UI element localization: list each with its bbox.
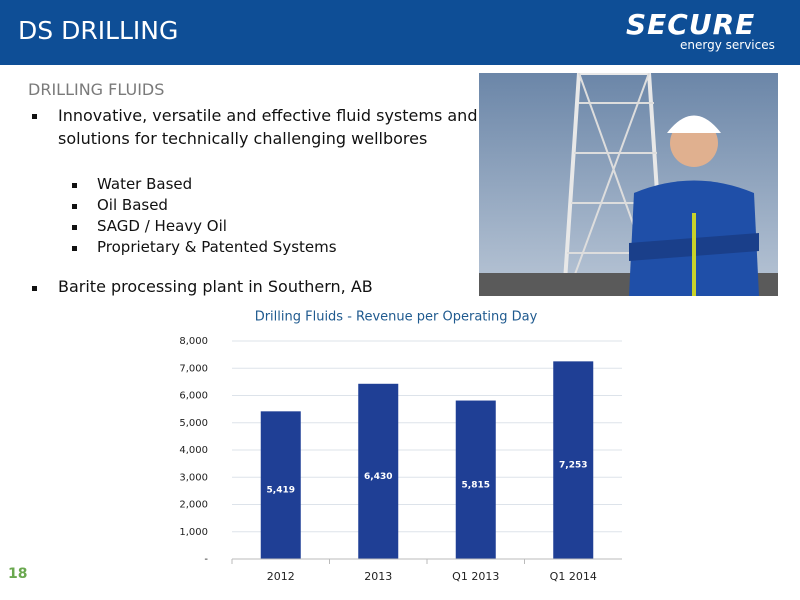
y-tick-label: 5,000 <box>179 418 208 429</box>
logo-tagline: energy services <box>680 38 775 52</box>
data-label: 6,430 <box>364 472 392 482</box>
bullet <box>32 114 37 119</box>
data-label: 7,253 <box>559 461 587 471</box>
bullet <box>72 225 77 230</box>
x-tick-label: Q1 2013 <box>452 570 499 583</box>
sub-bullet: Oil Based <box>97 196 168 214</box>
photo <box>479 73 778 296</box>
bullet <box>72 183 77 188</box>
x-tick-label: Q1 2014 <box>550 570 597 583</box>
y-tick-label: 2,000 <box>179 500 208 511</box>
bullet <box>72 246 77 251</box>
y-tick-label: 3,000 <box>179 472 208 483</box>
sub-bullet: SAGD / Heavy Oil <box>97 217 227 235</box>
section-title: DRILLING FLUIDS <box>28 80 165 99</box>
y-tick-label: 6,000 <box>179 391 208 402</box>
bullet-text: Barite processing plant in Southern, AB <box>58 277 373 296</box>
bar <box>553 361 594 559</box>
bar <box>260 411 301 559</box>
bar <box>358 383 399 559</box>
x-tick-label: 2013 <box>364 570 392 583</box>
bullet-text: Innovative, versatile and effective flui… <box>58 106 478 148</box>
page-number: 18 <box>8 566 28 582</box>
logo: SECURE <box>626 8 756 41</box>
y-tick-label: 7,000 <box>179 363 208 374</box>
bar <box>455 400 496 559</box>
bullet <box>72 204 77 209</box>
x-tick-label: 2012 <box>267 570 295 583</box>
slide-title: DS DRILLING <box>18 16 179 45</box>
chart: Drilling Fluids - Revenue per Operating … <box>179 310 622 583</box>
y-tick-label: 8,000 <box>179 336 208 347</box>
data-label: 5,419 <box>267 486 295 496</box>
chart-title: Drilling Fluids - Revenue per Operating … <box>255 310 538 325</box>
y-tick-label: 4,000 <box>179 445 208 456</box>
bullet <box>32 286 37 291</box>
header-bar <box>0 0 800 65</box>
y-tick-label: - <box>204 554 208 565</box>
y-tick-label: 1,000 <box>179 527 208 538</box>
sub-bullet: Proprietary & Patented Systems <box>97 238 337 256</box>
sub-bullet: Water Based <box>97 175 193 193</box>
data-label: 5,815 <box>462 480 490 490</box>
